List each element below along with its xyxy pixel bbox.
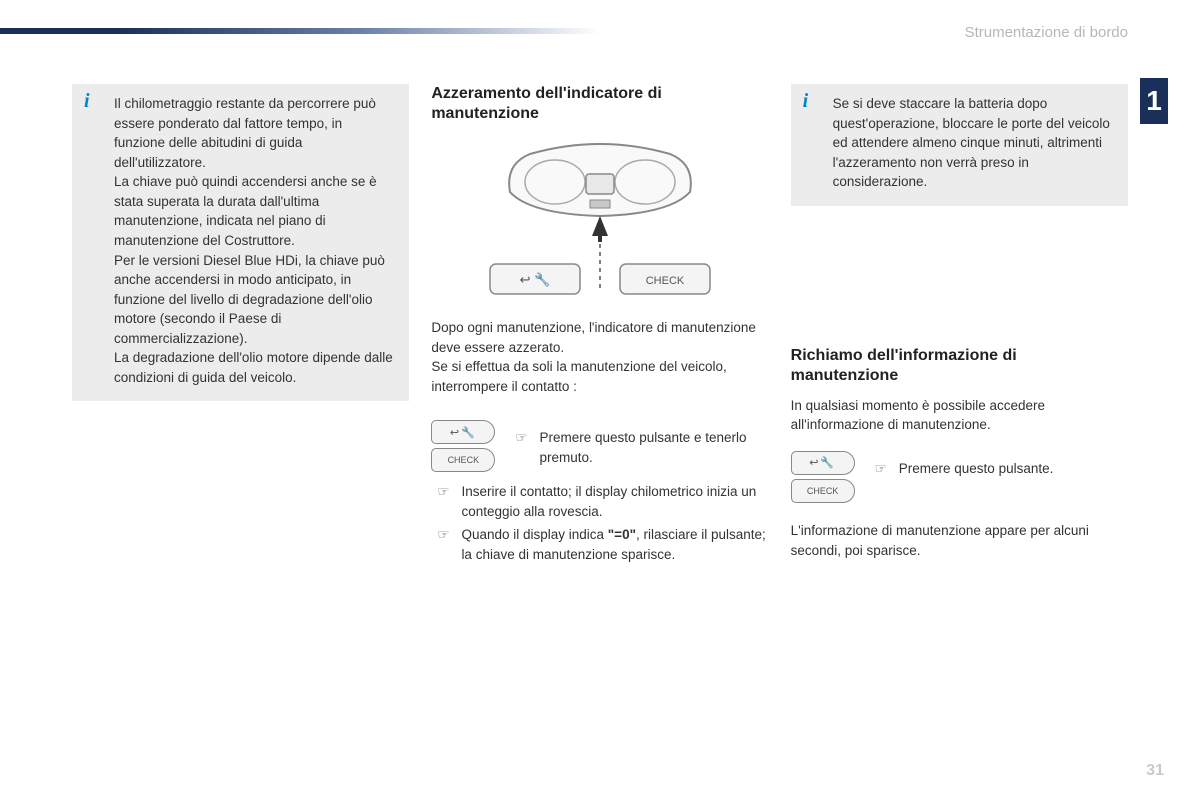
pointer-icon: ☞ (515, 428, 527, 467)
heading-recall-info: Richiamo dell'informazione di manutenzio… (791, 346, 1128, 386)
button-check: CHECK (431, 448, 495, 472)
info-box-battery: i Se si deve staccare la batteria dopo q… (791, 84, 1128, 206)
pointer-icon: ☞ (437, 525, 449, 564)
info-icon: i (84, 90, 90, 113)
dashboard-diagram: ↩ 🔧 CHECK (431, 134, 768, 304)
svg-text:CHECK: CHECK (646, 275, 685, 287)
column-2: Azzeramento dell'indicatore di manutenzi… (431, 84, 768, 569)
dashboard-svg: ↩ 🔧 CHECK (470, 134, 730, 304)
step-press-hold: Premere questo pulsante e tenerlo premut… (539, 428, 768, 467)
info-text-mileage: Il chilometraggio restante da percorrere… (114, 94, 395, 387)
button-check: CHECK (791, 479, 855, 503)
info-icon: i (803, 90, 809, 113)
column-3: i Se si deve staccare la batteria dopo q… (791, 84, 1128, 569)
page-number: 31 (1146, 762, 1164, 780)
pointer-icon: ☞ (437, 482, 449, 521)
recall-outro: L'informazione di manutenzione appare pe… (791, 521, 1128, 560)
button-return-wrench: ↩🔧 (431, 420, 495, 444)
info-box-mileage: i Il chilometraggio restante da percorre… (72, 84, 409, 401)
section-label: Strumentazione di bordo (965, 24, 1128, 41)
svg-text:↩ 🔧: ↩ 🔧 (520, 271, 551, 287)
step-release: Quando il display indica "=0", rilasciar… (461, 525, 768, 564)
button-return-wrench: ↩🔧 (791, 451, 855, 475)
pointer-icon: ☞ (875, 459, 887, 479)
recall-intro: In qualsiasi momento è possibile acceder… (791, 396, 1128, 435)
step-insert-contact: Inserire il contatto; il display chilome… (461, 482, 768, 521)
info-text-battery: Se si deve staccare la batteria dopo que… (833, 94, 1114, 192)
section-number-badge: 1 (1140, 78, 1168, 124)
reset-intro: Dopo ogni manutenzione, l'indicatore di … (431, 318, 768, 396)
heading-reset-indicator: Azzeramento dell'indicatore di manutenzi… (431, 84, 768, 124)
step-press: Premere questo pulsante. (899, 459, 1054, 479)
button-stack: ↩🔧 CHECK (791, 451, 855, 503)
header-gradient-bar (0, 28, 600, 34)
button-stack: ↩🔧 CHECK (431, 420, 495, 472)
column-1: i Il chilometraggio restante da percorre… (72, 84, 409, 569)
